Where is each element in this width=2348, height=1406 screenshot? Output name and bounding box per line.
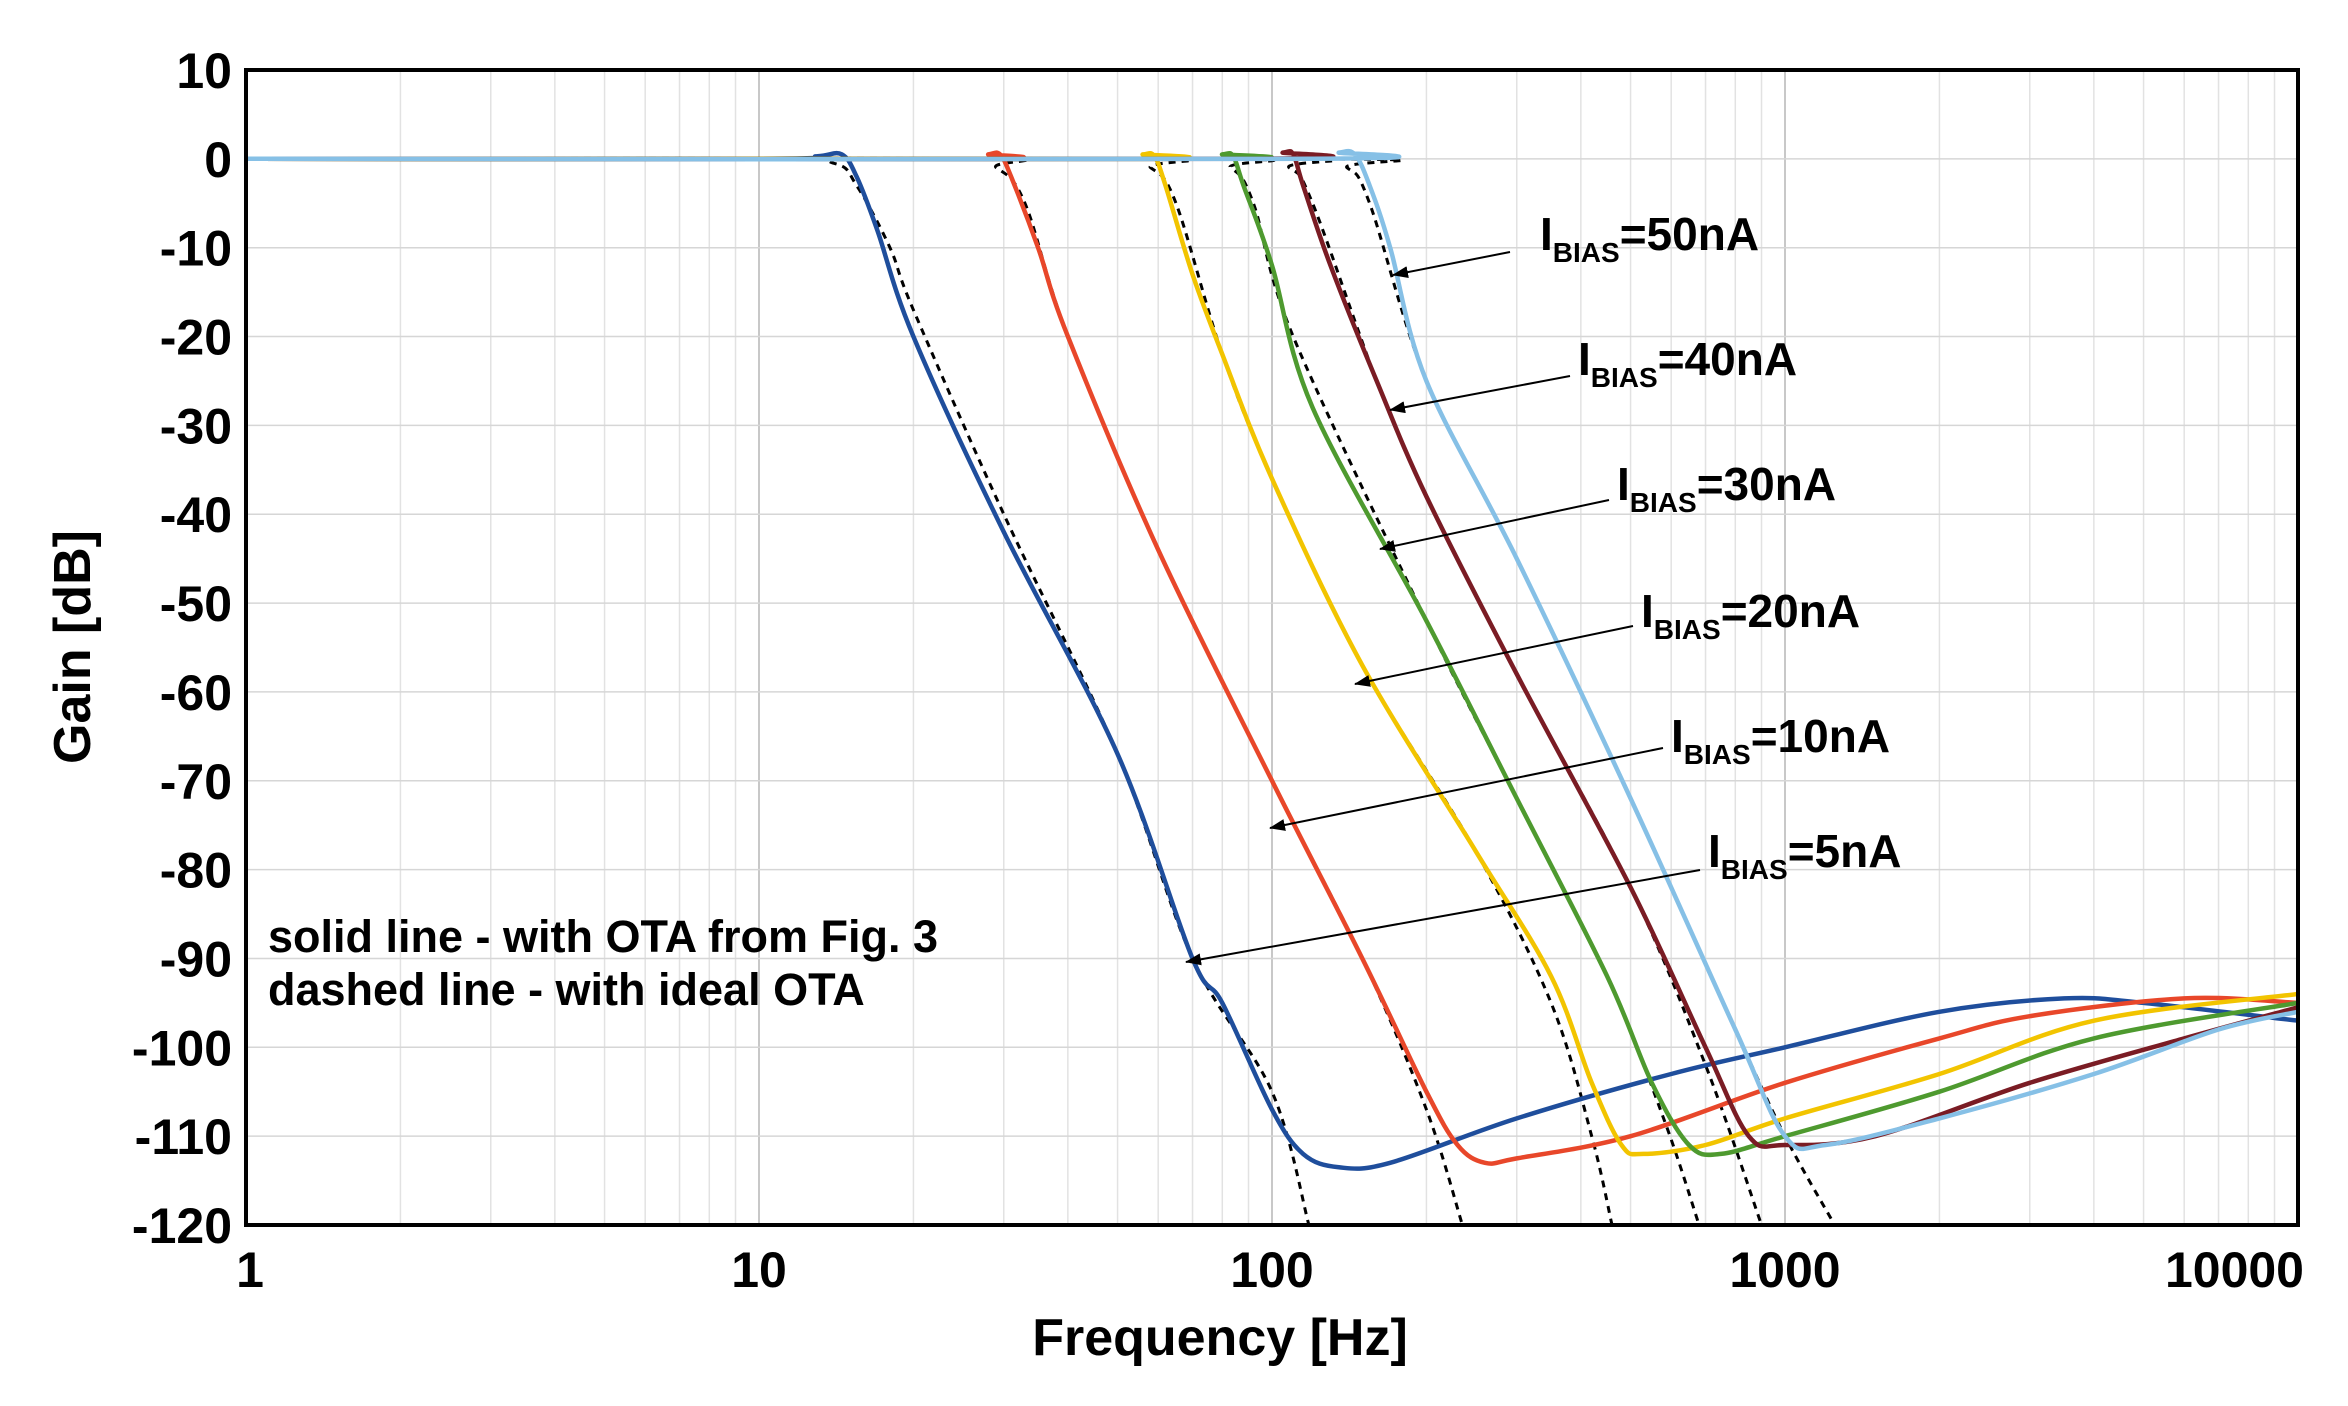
ota-curve-2 (246, 150, 2298, 1157)
y-axis-title: Gain [dB] (44, 530, 102, 764)
y-tick-label: -10 (160, 221, 232, 277)
x-axis-title: Frequency [Hz] (1032, 1309, 1408, 1367)
x-tick-label: 1 (236, 1242, 264, 1298)
series-arrow-2 (1354, 625, 1634, 687)
y-tick-label: -120 (132, 1198, 232, 1254)
y-tick-label: -40 (160, 487, 232, 543)
y-tick-label: -80 (160, 843, 232, 899)
series-label-5: IBIAS=50nA (1540, 208, 1759, 268)
x-tick-label: 10000 (2165, 1242, 2304, 1298)
y-tick-label: 10 (176, 43, 232, 99)
x-tick-label: 1000 (1729, 1242, 1840, 1298)
y-tick-label: 0 (204, 132, 232, 188)
x-tick-label: 10 (731, 1242, 787, 1298)
y-tick-label: -110 (135, 1109, 232, 1165)
series-annotations: IBIAS=5nA IBIAS=10nA IBIAS=20nA IBIAS=30nA I… (1185, 208, 1901, 966)
series-arrow-1 (1269, 747, 1664, 831)
ota-curve-1 (246, 150, 2298, 1166)
series-label-4: IBIAS=40nA (1578, 333, 1797, 393)
ota-fig3-curves (246, 148, 2298, 1171)
y-tick-label: -70 (160, 754, 232, 810)
ota-curve-0 (246, 150, 2298, 1171)
y-tick-label: -90 (160, 931, 232, 987)
series-label-1: IBIAS=10nA (1671, 710, 1890, 770)
y-tick-label: -60 (160, 665, 232, 721)
series-arrow-4 (1389, 375, 1571, 414)
x-axis-ticks: 1 10 100 1000 10000 (236, 1242, 2304, 1298)
y-tick-label: -30 (160, 398, 232, 454)
series-label-0: IBIAS=5nA (1708, 825, 1901, 885)
ota-curve-5 (246, 148, 2298, 1152)
legend-dashed-line: dashed line - with ideal OTA (268, 964, 865, 1015)
series-arrow-3 (1379, 499, 1610, 552)
x-tick-label: 100 (1230, 1242, 1313, 1298)
y-axis-ticks: 10 0 -10 -20 -30 -40 -50 -60 -70 -80 -90 -100 -110 -1… (132, 43, 232, 1254)
plot-frame (244, 68, 2300, 1227)
series-arrow-5 (1392, 251, 1511, 278)
y-tick-label: -20 (160, 310, 232, 366)
y-tick-label: -100 (132, 1020, 232, 1076)
series-label-2: IBIAS=20nA (1641, 585, 1860, 645)
series-label-3: IBIAS=30nA (1617, 458, 1836, 518)
legend-solid-line: solid line - with OTA from Fig. 3 (268, 911, 938, 962)
series-arrow-0 (1185, 869, 1701, 966)
y-tick-label: -50 (160, 576, 232, 632)
